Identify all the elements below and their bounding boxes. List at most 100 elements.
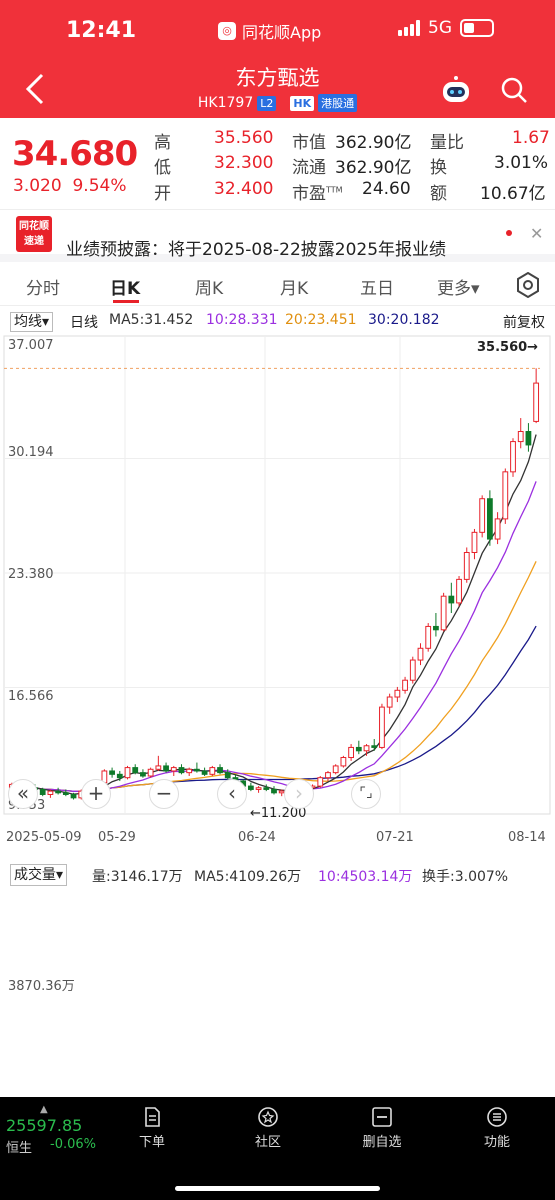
x-tick-4: 07-21 xyxy=(376,830,414,845)
zoom-out-button[interactable]: − xyxy=(149,779,179,809)
y-tick-2: 30.194 xyxy=(8,445,54,460)
candle xyxy=(62,792,69,795)
active-tab-indicator xyxy=(113,300,139,303)
news-logo-bottom: 速递 xyxy=(24,236,44,247)
ma30-value: 30:20.182 xyxy=(368,312,440,328)
candle xyxy=(201,770,208,775)
period-label: 日线 xyxy=(70,315,98,331)
candle xyxy=(263,787,270,790)
hsi-index-value[interactable]: 25597.85 xyxy=(6,1116,83,1135)
y-tick-4: 16.566 xyxy=(8,689,54,704)
next-button[interactable]: › xyxy=(284,779,314,809)
current-price: 34.680 xyxy=(12,134,138,174)
x-tick-5: 08-14 xyxy=(508,830,546,845)
nav-remove-watchlist[interactable]: 删自选 xyxy=(352,1106,412,1150)
candle xyxy=(271,788,277,794)
search-icon[interactable] xyxy=(500,76,528,104)
candle xyxy=(255,787,262,790)
mktcap-value: 362.90亿 xyxy=(335,133,412,153)
expand-icon[interactable]: ▲ xyxy=(40,1104,48,1115)
hk-badge: HK xyxy=(290,95,315,111)
notice-text[interactable]: 业绩预披露：将于2025-08-22披露2025年报业绩 xyxy=(66,240,447,260)
volume-indicator-label: 成交量 xyxy=(14,867,56,883)
back-icon[interactable] xyxy=(22,72,48,106)
tab-intraday[interactable]: 分时 xyxy=(26,279,60,299)
candle xyxy=(325,772,331,779)
nav-community[interactable]: 社区 xyxy=(238,1106,298,1150)
unread-dot xyxy=(506,230,512,236)
ma30-line xyxy=(11,625,537,792)
candle xyxy=(525,431,532,446)
ma10-value: 10:28.331 xyxy=(206,312,278,328)
volume-indicator-button[interactable]: 成交量▾ xyxy=(10,864,68,886)
candle xyxy=(417,647,424,661)
change-percent: 9.54% xyxy=(72,176,127,196)
notice-bar[interactable] xyxy=(0,210,555,262)
nav-order[interactable]: 下单 xyxy=(122,1106,182,1150)
remove-icon xyxy=(372,1107,392,1127)
adjust-mode[interactable]: 前复权 xyxy=(503,315,545,331)
tab-daily-k[interactable]: 日K xyxy=(110,279,141,299)
candle xyxy=(217,767,223,774)
candle xyxy=(471,531,478,553)
tab-more[interactable]: 更多▾ xyxy=(437,279,480,299)
connect-badge: 港股通 xyxy=(318,94,358,112)
float-label: 流通 xyxy=(292,158,326,178)
candle xyxy=(224,772,231,779)
candle xyxy=(70,793,77,799)
candle xyxy=(379,706,385,748)
zoom-in-button[interactable]: + xyxy=(81,779,111,809)
kline-chart[interactable] xyxy=(0,332,555,852)
open-value: 32.400 xyxy=(214,179,274,199)
candle xyxy=(194,768,200,772)
price-change: 3.020 9.54% xyxy=(13,176,127,196)
news-logo-icon: 同花顺 速递 xyxy=(16,216,52,252)
tab-monthly-k[interactable]: 月K xyxy=(280,279,309,299)
candle xyxy=(340,757,347,767)
candle xyxy=(517,431,524,443)
high-marker: 35.560→ xyxy=(477,340,539,355)
tab-five-day[interactable]: 五日 xyxy=(360,279,394,299)
status-time: 12:41 xyxy=(66,18,137,43)
candle xyxy=(510,441,516,473)
level-badge: L2 xyxy=(257,95,277,111)
candle xyxy=(448,595,455,604)
order-icon xyxy=(145,1107,160,1127)
gear-icon[interactable] xyxy=(515,272,541,298)
fullscreen-button[interactable]: ⌜⌟ xyxy=(351,779,381,809)
candle xyxy=(440,595,447,631)
status-app-label: ◎ 同花顺App xyxy=(218,19,321,43)
battery-icon xyxy=(460,19,494,37)
period-tabs xyxy=(0,262,555,306)
volume-ma5: MA5:4109.26万 xyxy=(194,869,302,885)
candle xyxy=(533,382,540,422)
volume-value: 量:3146.17万 xyxy=(92,869,183,885)
close-icon[interactable]: ✕ xyxy=(530,224,544,243)
pe-ttm-sup: TTM xyxy=(326,185,343,195)
scroll-left-button[interactable]: « xyxy=(8,779,38,809)
candle xyxy=(486,498,493,540)
tab-weekly-k[interactable]: 周K xyxy=(195,279,224,299)
candle xyxy=(502,471,509,520)
candle xyxy=(409,659,416,681)
status-right: 5G xyxy=(398,18,494,38)
signal-icon xyxy=(398,20,420,36)
candle xyxy=(209,767,216,775)
community-icon xyxy=(258,1107,278,1127)
ma-selector-button[interactable]: 均线▾ xyxy=(10,312,54,332)
prev-button[interactable]: ‹ xyxy=(217,779,247,809)
turnover-value: 3.01% xyxy=(494,153,549,173)
bottom-bar xyxy=(0,1097,555,1200)
ma5-value: MA5:31.452 xyxy=(109,312,194,328)
network-label: 5G xyxy=(428,18,452,38)
amount-value: 10.67亿 xyxy=(480,184,546,204)
pe-label: 市盈TTM xyxy=(292,179,343,204)
candle xyxy=(479,498,486,533)
low-value: 32.300 xyxy=(214,153,274,173)
news-logo-top: 同花顺 xyxy=(19,221,49,232)
ma5-line xyxy=(11,434,537,795)
home-indicator xyxy=(175,1186,380,1191)
nav-functions[interactable]: 功能 xyxy=(467,1106,527,1150)
robot-assistant-icon[interactable] xyxy=(440,75,472,105)
candle xyxy=(140,772,146,777)
